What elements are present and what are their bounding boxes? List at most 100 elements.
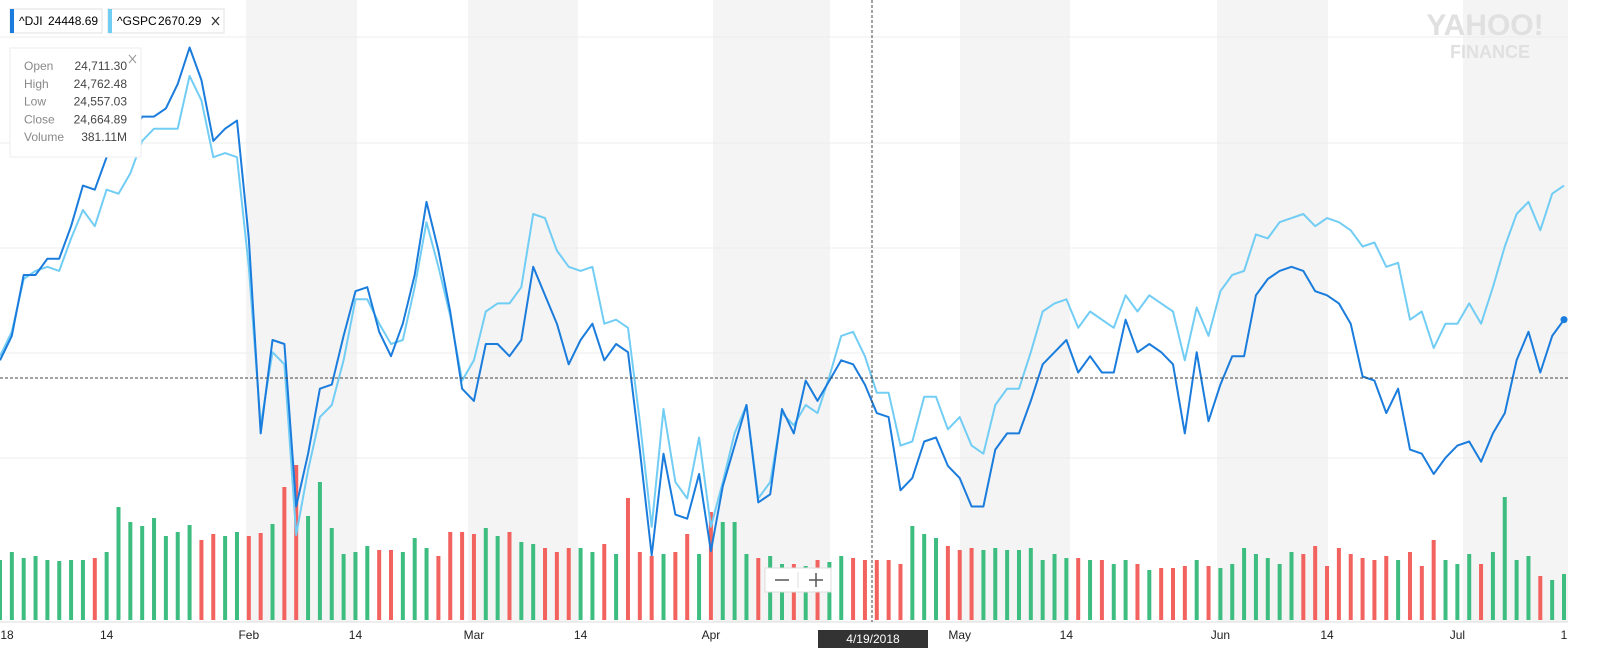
volume-bar	[1088, 560, 1093, 620]
volume-bar	[45, 560, 50, 620]
volume-bar	[329, 528, 334, 620]
volume-bar	[424, 548, 429, 620]
volume-bar	[140, 526, 145, 620]
volume-bar	[211, 534, 216, 620]
volume-bar	[282, 487, 287, 620]
volume-bar	[886, 560, 891, 620]
volume-bar	[1016, 550, 1021, 620]
volume-bar	[412, 538, 417, 620]
tooltip-label: Low	[24, 95, 46, 109]
tooltip-value: 24,762.48	[74, 77, 128, 91]
volume-bar	[898, 564, 903, 620]
volume-bar	[1194, 560, 1199, 620]
series-line	[0, 46, 1565, 557]
volume-bar	[175, 532, 180, 620]
volume-bar	[1135, 564, 1140, 620]
legend-chip[interactable]	[107, 8, 225, 34]
legend-swatch	[10, 9, 14, 33]
volume-bar	[1076, 558, 1081, 620]
volume-bar	[377, 550, 382, 620]
close-icon[interactable]	[128, 54, 137, 64]
legend-name: ^DJI	[19, 14, 43, 28]
volume-bar	[1206, 566, 1211, 620]
volume-bar	[661, 554, 666, 620]
volume-bar	[1064, 558, 1069, 620]
volume-bar	[21, 558, 26, 620]
volume-bar	[566, 548, 571, 620]
volume-bar	[0, 560, 2, 620]
volume-bar	[1301, 554, 1306, 620]
volume-bar	[1467, 554, 1472, 620]
volume-bar	[862, 560, 867, 620]
volume-bar	[1514, 560, 1519, 620]
tooltip-value: 24,557.03	[74, 95, 128, 109]
volume-bar	[1218, 568, 1223, 620]
volume-bar	[306, 516, 311, 620]
volume-bar	[1040, 560, 1045, 620]
volume-bar	[341, 554, 346, 620]
volume-bar	[33, 556, 38, 620]
volume-bar	[1253, 554, 1258, 620]
volume-bar	[1407, 552, 1412, 620]
legend: ^DJI 24448.69 ^GSPC 2670.29	[9, 8, 225, 34]
volume-bar	[57, 561, 62, 620]
volume-bar	[1028, 548, 1033, 620]
volume-bar	[400, 552, 405, 620]
volume-bar	[1052, 554, 1057, 620]
volume-bar	[294, 465, 299, 620]
tooltip-close[interactable]	[128, 54, 137, 64]
volume-bar	[1265, 558, 1270, 620]
volume-bar	[910, 526, 915, 620]
legend-chip[interactable]	[9, 8, 103, 34]
x-tick-label: May	[948, 628, 971, 642]
tooltip: Open 24,711.30 High 24,762.48 Low 24,557.03 Cl…	[9, 47, 142, 158]
volume-bar	[1159, 568, 1164, 620]
volume-bar	[116, 507, 121, 620]
legend-swatch	[108, 9, 112, 33]
x-tick-label: 14	[100, 628, 114, 642]
volume-bar	[945, 546, 950, 620]
week-band	[1217, 0, 1328, 622]
volume-bar	[234, 532, 239, 620]
volume-bar	[1242, 548, 1247, 620]
tooltip-label: Close	[24, 112, 55, 126]
volume-bar	[1171, 568, 1175, 620]
legend-price: 2670.29	[158, 14, 202, 28]
volume-bar	[104, 552, 109, 620]
tooltip-value: 24,664.89	[74, 112, 128, 126]
remove-series[interactable]	[211, 16, 220, 26]
volume-bar	[483, 528, 488, 620]
x-tick-label: Jul	[1450, 628, 1465, 642]
close-icon[interactable]	[211, 16, 220, 26]
zoom-in[interactable]	[809, 573, 823, 587]
volume-bar	[163, 536, 168, 620]
volume-bar	[531, 544, 536, 620]
volume-bar	[1384, 556, 1389, 620]
volume-bar	[471, 534, 476, 620]
crosshair-date: 4/19/2018	[846, 632, 900, 646]
volume-bar	[436, 556, 441, 620]
x-tick-label: 14	[1320, 628, 1334, 642]
volume-bar	[614, 554, 619, 620]
volume-bar	[246, 536, 251, 620]
last-point	[1560, 316, 1568, 324]
volume-bar	[1182, 566, 1187, 620]
volume-bar	[969, 548, 974, 620]
volume-bar	[922, 534, 927, 620]
tooltip-label: High	[24, 77, 49, 91]
volume-bar	[543, 548, 548, 620]
x-tick-label: 14	[574, 628, 588, 642]
volume-bar	[590, 552, 595, 620]
volume-bar	[1562, 574, 1566, 620]
volume-bar	[270, 524, 275, 620]
x-axis: 18 14 Feb 14 Mar 14 Apr May 14 Jun 14 Jul 1	[0, 628, 1567, 642]
volume-bar	[756, 558, 761, 620]
volume-bar	[1443, 560, 1448, 620]
volume-bar	[744, 554, 749, 620]
volume-bar	[1111, 564, 1116, 620]
week-band	[960, 0, 1070, 622]
x-tick-label: 1	[1561, 628, 1568, 642]
tooltip-label: Volume	[24, 130, 64, 144]
volume-bar	[1123, 560, 1128, 620]
volume-bar	[223, 536, 228, 620]
